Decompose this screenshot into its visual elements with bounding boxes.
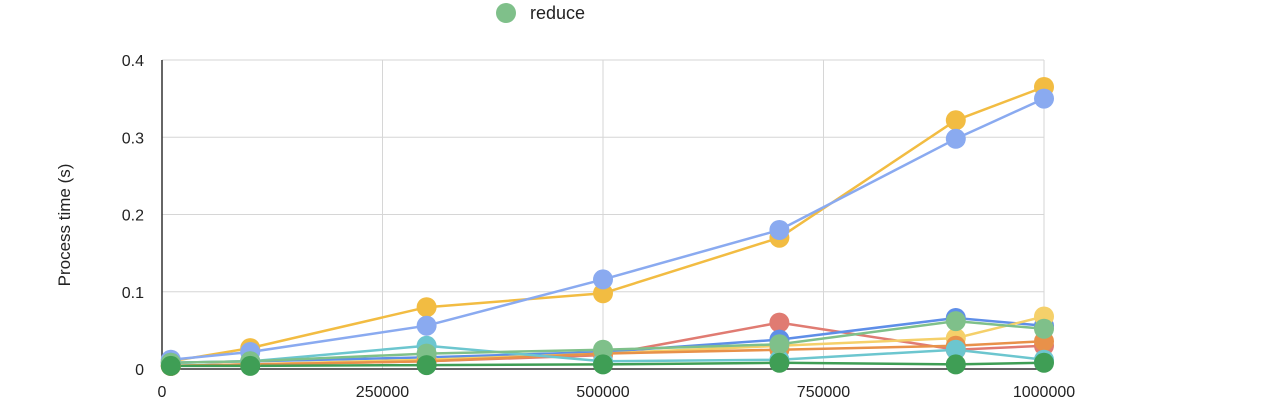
y-tick-label: 0.4 bbox=[122, 53, 144, 70]
x-tick-label: 750000 bbox=[797, 384, 850, 401]
data-point[interactable] bbox=[1034, 352, 1054, 373]
data-point[interactable] bbox=[769, 220, 790, 240]
data-point[interactable] bbox=[945, 354, 966, 375]
x-tick-labels: 0 250000 500000 750000 1000000 bbox=[158, 384, 1076, 401]
data-point[interactable] bbox=[416, 297, 437, 318]
data-point[interactable] bbox=[769, 352, 790, 373]
y-tick-label: 0 bbox=[135, 362, 144, 379]
y-axis-label: Process time (s) bbox=[55, 164, 74, 287]
data-point[interactable] bbox=[160, 355, 181, 376]
data-point[interactable] bbox=[769, 334, 790, 355]
series-lines bbox=[170, 85, 1045, 368]
data-point[interactable] bbox=[593, 354, 613, 375]
y-tick-label: 0.3 bbox=[122, 130, 144, 147]
data-point[interactable] bbox=[240, 355, 261, 376]
data-point[interactable] bbox=[945, 110, 966, 131]
x-tick-label: 500000 bbox=[576, 384, 629, 401]
x-tick-label: 0 bbox=[158, 384, 167, 401]
series-line-series-1 bbox=[170, 85, 1045, 363]
data-point[interactable] bbox=[593, 269, 613, 290]
series-line-series-2 bbox=[170, 97, 1045, 361]
series-points bbox=[160, 77, 1054, 376]
data-point[interactable] bbox=[945, 128, 966, 149]
legend[interactable]: reduce bbox=[496, 3, 585, 23]
legend-label-reduce: reduce bbox=[530, 3, 585, 23]
data-point[interactable] bbox=[945, 311, 966, 332]
data-point[interactable] bbox=[769, 312, 790, 333]
data-point[interactable] bbox=[945, 339, 966, 360]
y-tick-label: 0.2 bbox=[122, 208, 144, 225]
grid bbox=[162, 59, 1045, 369]
y-tick-label: 0.1 bbox=[122, 285, 144, 302]
data-point[interactable] bbox=[1034, 318, 1054, 339]
data-point[interactable] bbox=[416, 355, 437, 376]
data-point[interactable] bbox=[1034, 88, 1054, 109]
y-tick-labels: 0 0.1 0.2 0.3 0.4 bbox=[122, 53, 144, 379]
data-point[interactable] bbox=[593, 339, 613, 360]
x-tick-label: 1000000 bbox=[1013, 384, 1075, 401]
legend-marker-reduce bbox=[496, 3, 516, 23]
data-point[interactable] bbox=[416, 315, 437, 336]
data-point[interactable] bbox=[593, 283, 613, 304]
x-tick-label: 250000 bbox=[356, 384, 409, 401]
